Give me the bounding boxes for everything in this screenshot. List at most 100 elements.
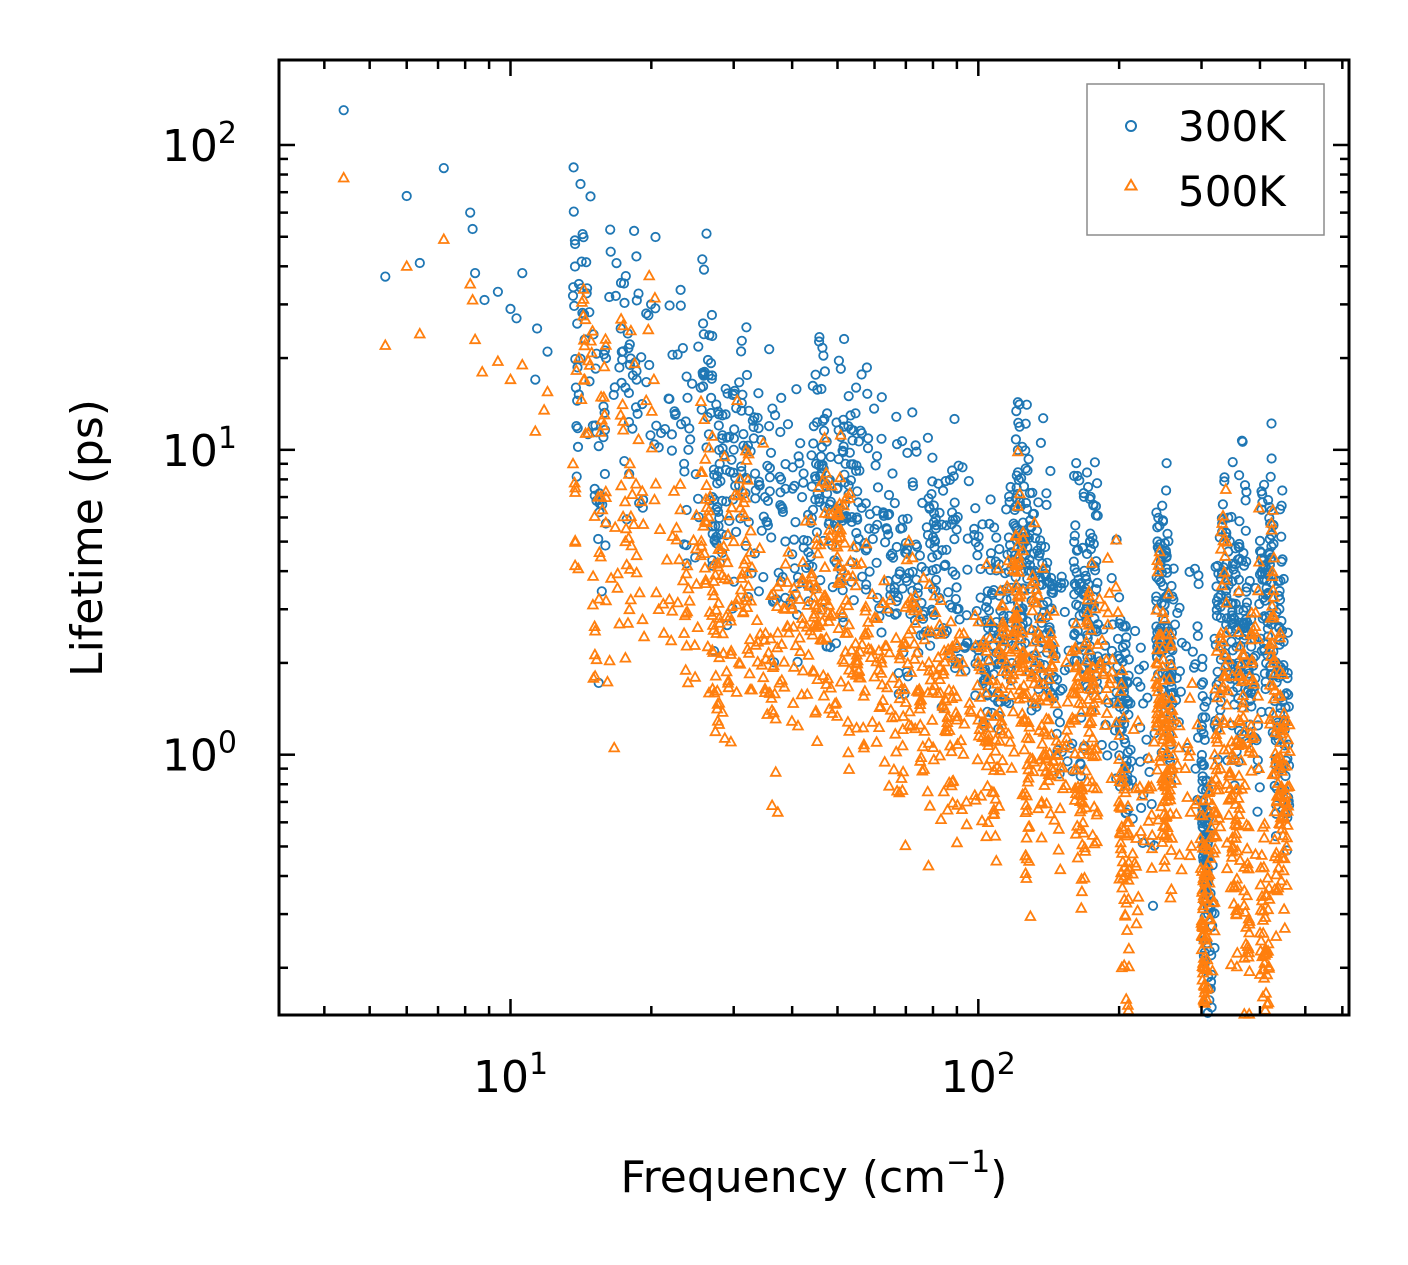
- data-point: [749, 468, 761, 479]
- data-point: [933, 627, 947, 639]
- data-point: [957, 462, 968, 473]
- data-point: [1035, 535, 1046, 546]
- data-point: [1114, 750, 1125, 761]
- data-point: [1027, 764, 1040, 777]
- data-point: [569, 261, 581, 272]
- data-point: [1072, 681, 1086, 694]
- data-point: [1125, 698, 1136, 709]
- data-point: [1273, 688, 1287, 701]
- data-point: [1136, 802, 1147, 814]
- data-point: [876, 433, 887, 444]
- data-point: [762, 460, 773, 471]
- data-point: [1057, 683, 1068, 694]
- data-point: [1114, 835, 1128, 848]
- data-point: [1240, 525, 1251, 536]
- data-point: [698, 561, 712, 573]
- data-point: [1109, 533, 1123, 545]
- data-point: [1237, 951, 1251, 963]
- data-point: [1243, 914, 1256, 926]
- data-point: [782, 419, 794, 430]
- data-point: [911, 541, 923, 552]
- data-point: [849, 636, 862, 649]
- data-point: [810, 369, 821, 380]
- data-point: [1025, 667, 1039, 679]
- data-point: [683, 594, 696, 606]
- data-point: [720, 464, 732, 475]
- data-point: [1163, 783, 1177, 795]
- data-point: [878, 755, 892, 767]
- data-point: [1166, 748, 1180, 760]
- data-point: [1265, 516, 1278, 528]
- data-point: [1233, 574, 1245, 585]
- data-point: [854, 556, 868, 568]
- data-point: [620, 557, 634, 570]
- data-point: [1014, 715, 1028, 727]
- data-point: [868, 403, 880, 414]
- data-point: [951, 709, 964, 722]
- data-point: [568, 535, 582, 547]
- data-point: [713, 466, 724, 477]
- data-point: [1118, 909, 1132, 921]
- data-point: [1266, 503, 1280, 515]
- data-point: [673, 477, 687, 489]
- data-point: [1068, 556, 1079, 567]
- data-point: [718, 449, 730, 460]
- data-point: [1087, 532, 1098, 543]
- data-point: [1158, 853, 1171, 865]
- data-point: [892, 785, 906, 798]
- data-point: [823, 519, 834, 530]
- data-point: [725, 500, 739, 513]
- data-point: [774, 575, 787, 587]
- data-point: [1245, 656, 1258, 668]
- data-point: [1012, 565, 1026, 577]
- data-point: [1072, 669, 1086, 681]
- data-point: [872, 482, 884, 493]
- data-point: [736, 397, 747, 409]
- data-point: [657, 626, 671, 638]
- data-point: [702, 354, 714, 366]
- data-point: [934, 812, 948, 824]
- data-point: [1162, 587, 1176, 599]
- data-point: [973, 722, 987, 734]
- data-point: [1184, 805, 1198, 817]
- data-point: [1056, 571, 1067, 582]
- data-point: [1244, 575, 1255, 587]
- data-point: [908, 652, 921, 664]
- data-point: [683, 444, 694, 455]
- data-point: [1119, 778, 1132, 791]
- data-point: [586, 569, 600, 581]
- data-point: [577, 307, 588, 318]
- data-point: [740, 453, 753, 465]
- data-point: [700, 478, 713, 490]
- data-point: [838, 333, 850, 345]
- data-point: [833, 525, 847, 538]
- data-point: [1087, 677, 1101, 689]
- data-point: [511, 313, 522, 324]
- data-point: [1277, 863, 1290, 876]
- data-point: [1278, 921, 1292, 933]
- data-point: [1243, 668, 1254, 679]
- data-point: [870, 654, 883, 667]
- data-point: [1047, 651, 1061, 663]
- data-point: [572, 351, 586, 363]
- data-point: [1027, 595, 1041, 607]
- data-point: [927, 552, 938, 563]
- data-point: [623, 456, 637, 469]
- data-point: [1215, 612, 1227, 623]
- data-point: [862, 388, 873, 399]
- data-point: [713, 616, 727, 628]
- data-point: [1232, 769, 1246, 781]
- data-point: [856, 428, 867, 439]
- data-point: [847, 540, 860, 552]
- data-point: [623, 387, 635, 399]
- data-point: [1266, 453, 1277, 464]
- data-point: [1234, 753, 1248, 766]
- data-point: [660, 553, 674, 565]
- data-point: [1266, 541, 1277, 552]
- data-point: [715, 475, 726, 487]
- data-point: [1126, 846, 1140, 859]
- data-point: [899, 838, 912, 851]
- data-point: [1228, 564, 1239, 575]
- data-point: [1025, 623, 1038, 635]
- data-point: [784, 597, 798, 610]
